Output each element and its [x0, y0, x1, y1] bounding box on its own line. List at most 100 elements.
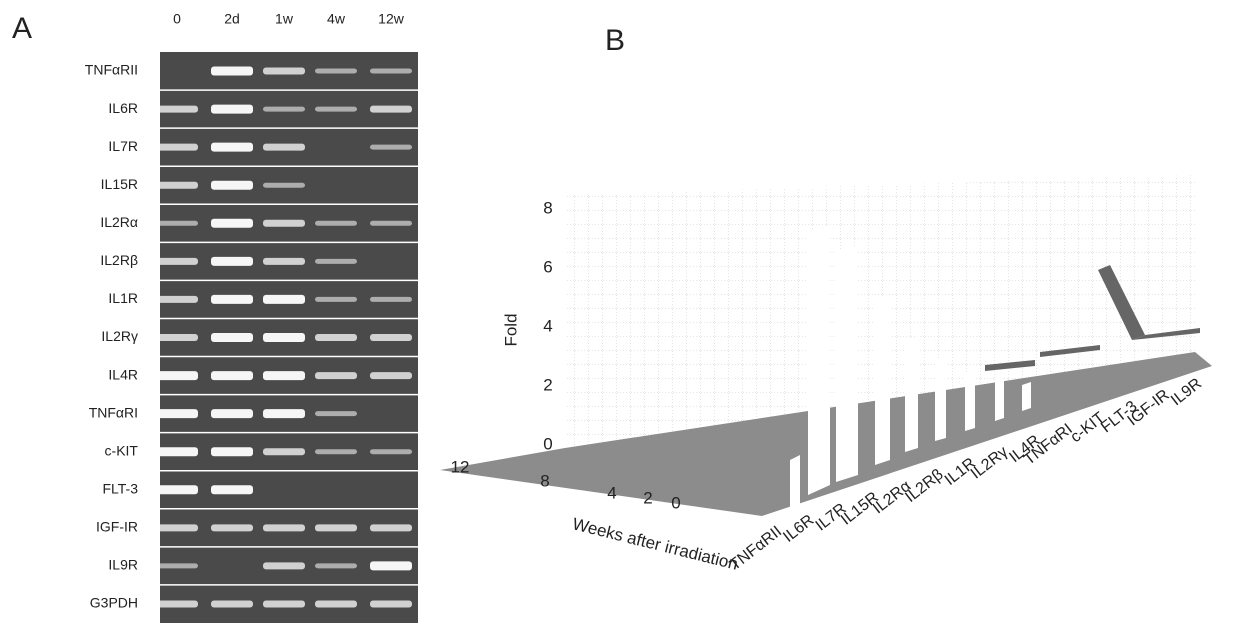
band	[315, 334, 357, 341]
band	[370, 105, 412, 113]
ribbons	[790, 225, 1031, 508]
band	[156, 371, 198, 381]
row-label: IGF-IR	[96, 519, 138, 535]
row-label: G3PDH	[90, 595, 138, 611]
band	[156, 409, 198, 419]
band	[263, 524, 305, 532]
category-label: TNFαRII	[727, 523, 785, 574]
band	[211, 66, 253, 76]
category-label: IL2Rγ	[968, 443, 1011, 482]
row-label: IL4R	[108, 366, 138, 382]
column-header: 2d	[224, 11, 240, 27]
band	[156, 334, 198, 341]
row-label: IL9R	[108, 557, 138, 573]
week-tick-label: 8	[540, 471, 549, 490]
row-label: IL15R	[101, 176, 138, 192]
band	[263, 219, 305, 227]
y-axis-label: Fold	[501, 313, 520, 346]
row-label: TNFαRI	[89, 404, 138, 420]
week-tick-label: 2	[643, 488, 652, 507]
column-header: 4w	[327, 11, 346, 27]
band	[211, 524, 253, 532]
band	[156, 143, 198, 151]
band	[156, 105, 198, 113]
band	[263, 333, 305, 342]
band	[315, 524, 357, 532]
week-tick-label: 0	[671, 493, 680, 512]
band	[315, 411, 357, 417]
band	[211, 142, 253, 152]
band	[370, 334, 412, 341]
band	[315, 600, 357, 608]
band	[315, 449, 357, 455]
panel-label: B	[605, 24, 625, 57]
band	[156, 600, 198, 608]
ribbons-dark	[985, 265, 1200, 371]
column-header: 1w	[275, 11, 294, 27]
y-tick-label: 0	[543, 434, 552, 453]
row-label: c-KIT	[105, 442, 139, 458]
band	[263, 143, 305, 151]
band	[211, 485, 253, 495]
band	[263, 294, 305, 304]
band	[315, 563, 357, 569]
band	[211, 256, 253, 266]
row-label: IL6R	[108, 100, 138, 116]
band	[315, 258, 357, 264]
x-axis-label: Weeks after irradiation	[571, 514, 740, 574]
band	[211, 333, 253, 342]
band	[156, 257, 198, 265]
band	[263, 562, 305, 570]
band	[211, 371, 253, 381]
band	[211, 218, 253, 228]
column-header: 0	[173, 11, 181, 27]
row-label: IL7R	[108, 138, 138, 154]
band	[156, 563, 198, 569]
band	[370, 524, 412, 532]
band	[370, 296, 412, 302]
band	[211, 294, 253, 304]
band	[211, 180, 253, 190]
band	[370, 68, 412, 74]
band	[315, 296, 357, 302]
band	[263, 106, 305, 112]
band	[156, 485, 198, 495]
row-label: IL2Rα	[100, 214, 138, 230]
row-label: TNFαRII	[85, 62, 138, 78]
band	[156, 220, 198, 226]
band	[211, 447, 253, 457]
band	[315, 372, 357, 380]
y-tick-label: 8	[543, 198, 552, 217]
band	[370, 144, 412, 150]
row-label: IL2Rγ	[101, 328, 138, 344]
y-tick-label: 6	[543, 257, 552, 276]
column-header: 12w	[378, 11, 405, 27]
category-label: IL9R	[1168, 375, 1205, 409]
band	[370, 449, 412, 455]
row-label: IL1R	[108, 290, 138, 306]
y-tick-label: 2	[543, 375, 552, 394]
band	[263, 257, 305, 265]
band	[315, 220, 357, 226]
y-tick-label: 4	[543, 316, 552, 335]
band	[156, 181, 198, 189]
band	[370, 372, 412, 380]
band	[315, 68, 357, 74]
category-label: IL6R	[780, 512, 817, 546]
band	[263, 409, 305, 419]
band	[370, 600, 412, 608]
band	[156, 295, 198, 303]
band	[211, 600, 253, 608]
week-tick-label: 4	[607, 483, 616, 502]
panel-label: A	[12, 12, 32, 45]
row-label: FLT-3	[102, 480, 138, 496]
band	[156, 447, 198, 457]
band	[315, 106, 357, 112]
week-tick-label: 12	[451, 457, 470, 476]
band	[370, 561, 412, 571]
band	[263, 600, 305, 608]
row-label: IL2Rβ	[100, 252, 138, 268]
band	[156, 524, 198, 532]
band	[263, 448, 305, 456]
